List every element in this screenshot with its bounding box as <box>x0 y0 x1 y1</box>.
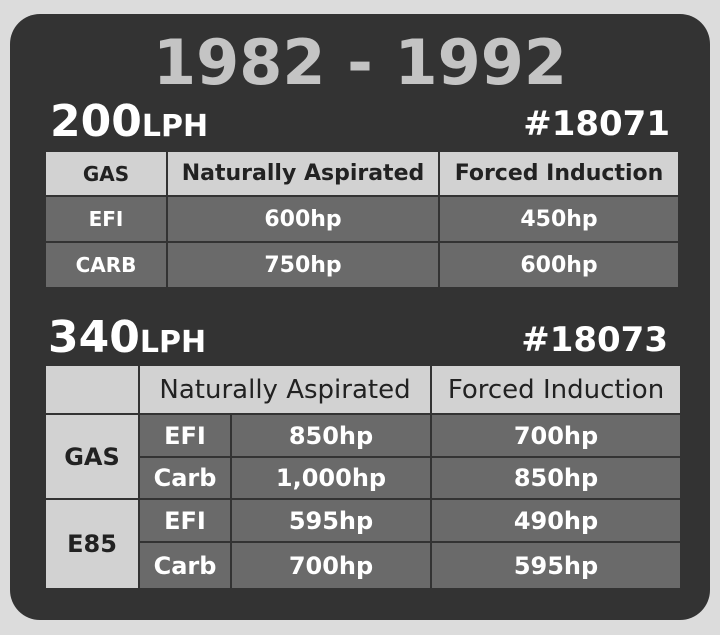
table-cell: EFI <box>46 197 166 241</box>
table-cell: 600hp <box>440 243 678 287</box>
system-cell: Carb <box>140 458 230 498</box>
system-cell: EFI <box>140 500 230 541</box>
table-cell: 595hp <box>232 500 430 541</box>
title: 1982 - 1992 <box>152 25 568 99</box>
flow: 340 <box>48 312 140 363</box>
unit: LPH <box>139 325 207 360</box>
header-cell: Naturally Aspirated <box>168 152 438 195</box>
part-number: #18071 <box>523 104 670 144</box>
table-cell: 450hp <box>440 197 678 241</box>
table-cell: 700hp <box>232 543 430 588</box>
table-cell: 850hp <box>232 415 430 456</box>
pump-heading: 200LPH <box>50 96 208 147</box>
table-cell: 490hp <box>432 500 680 541</box>
table-cell: 850hp <box>432 458 680 498</box>
header-blank <box>46 366 138 413</box>
unit: LPH <box>141 109 209 144</box>
system-cell: Carb <box>140 543 230 588</box>
header-cell: Forced Induction <box>440 152 678 195</box>
fuel-cell: GAS <box>46 415 138 498</box>
pump-heading: 340LPH <box>48 312 206 363</box>
flow: 200 <box>50 96 142 147</box>
table-cell: 750hp <box>168 243 438 287</box>
table-cell: 1,000hp <box>232 458 430 498</box>
table-cell: 700hp <box>432 415 680 456</box>
table-cell: 595hp <box>432 543 680 588</box>
part-number: #18073 <box>521 320 668 360</box>
header-cell: GAS <box>46 152 166 195</box>
fuel-cell: E85 <box>46 500 138 588</box>
system-cell: EFI <box>140 415 230 456</box>
table-cell: CARB <box>46 243 166 287</box>
table-cell: 600hp <box>168 197 438 241</box>
header-cell: Forced Induction <box>432 366 680 413</box>
header-cell: Naturally Aspirated <box>140 366 430 413</box>
